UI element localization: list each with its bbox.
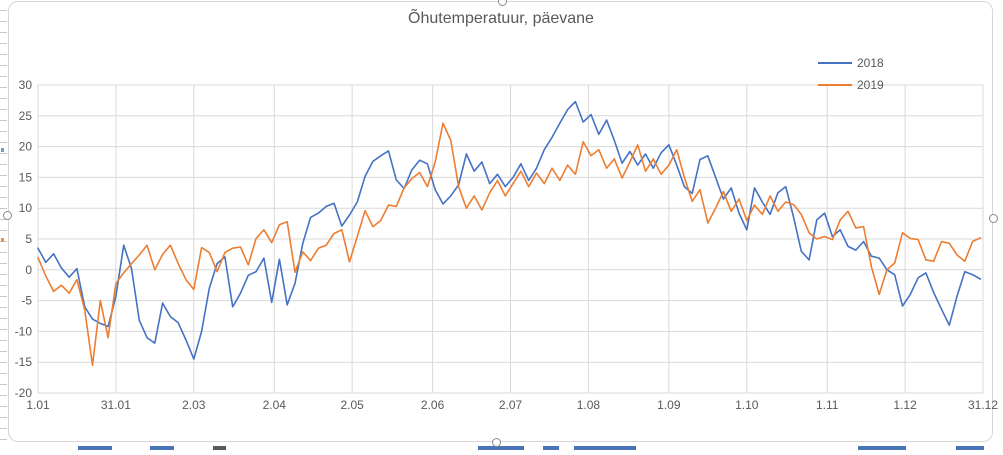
- sheet-row-ticks: [0, 0, 7, 450]
- chart-object[interactable]: [8, 1, 993, 442]
- sheet-text-fragment: [478, 446, 524, 450]
- sheet-text-fragment: [150, 446, 174, 450]
- resize-handle-right[interactable]: [989, 214, 998, 223]
- y-tick-label: 15: [19, 170, 33, 184]
- sheet-cell-fragment: [1, 148, 4, 152]
- y-tick-label: -20: [15, 386, 33, 400]
- y-tick-label: 0: [25, 263, 32, 277]
- y-tick-label: 30: [19, 78, 33, 92]
- series-line-2018[interactable]: [37, 100, 982, 360]
- legend-label-2018: 2018: [857, 56, 884, 70]
- x-tick-label: 2.05: [340, 398, 364, 412]
- y-tick-label: 20: [19, 140, 33, 154]
- sheet-text-fragment: [78, 446, 112, 450]
- resize-handle-top[interactable]: [498, 0, 507, 6]
- x-tick-label: 31.01: [101, 398, 131, 412]
- legend-item-2019[interactable]: 2019: [818, 74, 938, 96]
- x-tick-label: 1.10: [735, 398, 759, 412]
- x-tick-label: 2.06: [421, 398, 445, 412]
- y-tick-label: -5: [21, 294, 32, 308]
- resize-handle-left[interactable]: [3, 211, 12, 220]
- y-tick-label: 25: [19, 109, 33, 123]
- sheet-text-fragment: [543, 446, 559, 450]
- x-tick-label: 2.03: [182, 398, 206, 412]
- legend-label-2019: 2019: [857, 78, 884, 92]
- legend-swatch-2018: [818, 61, 852, 65]
- resize-handle-bottom[interactable]: [492, 438, 501, 447]
- x-tick-label: 1.12: [893, 398, 917, 412]
- sheet-text-fragment: [574, 446, 636, 450]
- x-tick-label: 2.04: [263, 398, 287, 412]
- chart-title[interactable]: Õhutemperatuur, päevane: [408, 10, 594, 27]
- chart-legend[interactable]: 2018 2019: [818, 52, 938, 96]
- sheet-text-fragment: [213, 446, 226, 450]
- y-tick-label: -15: [15, 355, 33, 369]
- y-tick-label: -10: [15, 324, 33, 338]
- x-tick-label: 2.07: [499, 398, 523, 412]
- series-line-2019[interactable]: [37, 122, 982, 367]
- x-tick-label: 1.08: [577, 398, 601, 412]
- x-tick-label: 1.01: [26, 398, 50, 412]
- y-tick-label: 5: [25, 232, 32, 246]
- y-tick-label: 10: [19, 201, 33, 215]
- x-tick-label: 1.11: [816, 398, 839, 412]
- sheet-text-fragment: [858, 446, 906, 450]
- x-tick-label: 31.12: [968, 398, 998, 412]
- sheet-text-fragment: [956, 446, 984, 450]
- legend-swatch-2019: [818, 83, 852, 87]
- x-tick-label: 1.09: [657, 398, 681, 412]
- sheet-cell-fragment: [1, 238, 4, 242]
- legend-item-2018[interactable]: 2018: [818, 52, 938, 74]
